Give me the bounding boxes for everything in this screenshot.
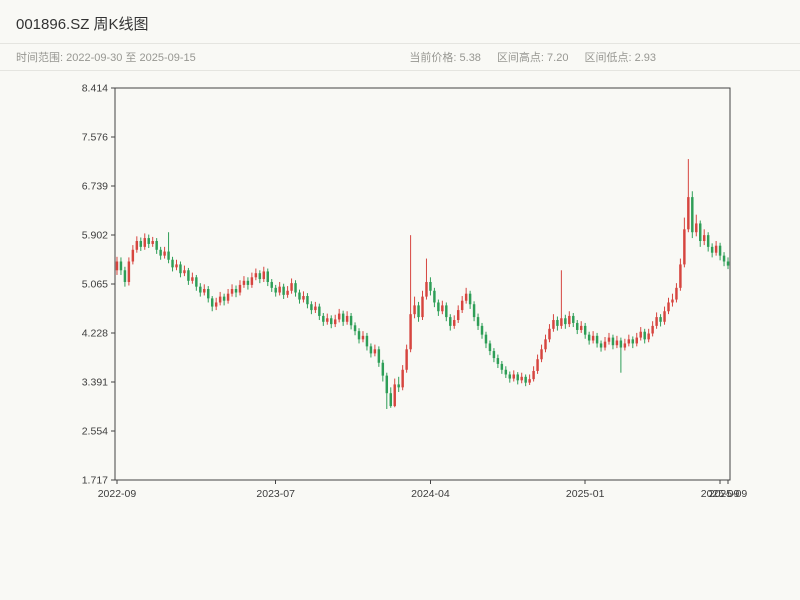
- svg-text:5.065: 5.065: [82, 279, 108, 291]
- page-title: 001896.SZ 周K线图: [0, 0, 800, 44]
- range-low-label: 区间低点: 2.93: [584, 52, 656, 64]
- header: 001896.SZ 周K线图 时间范围: 2022-09-30 至 2025-0…: [0, 0, 800, 71]
- svg-text:2025-09: 2025-09: [701, 488, 740, 500]
- chart-info-bar: 时间范围: 2022-09-30 至 2025-09-15 当前价格: 5.38…: [0, 44, 800, 71]
- svg-text:3.391: 3.391: [82, 377, 108, 389]
- svg-text:2024-04: 2024-04: [411, 488, 450, 500]
- svg-text:2022-09: 2022-09: [98, 488, 137, 500]
- svg-text:6.739: 6.739: [82, 181, 108, 193]
- range-high-label: 区间高点: 7.20: [496, 52, 569, 64]
- svg-text:2023-07: 2023-07: [256, 488, 295, 500]
- svg-text:7.576: 7.576: [82, 132, 108, 144]
- candles: [115, 159, 730, 409]
- svg-text:2025-09: 2025-09: [709, 488, 748, 500]
- stats-group: 当前价格: 5.38 区间高点: 7.20 区间低点: 2.93: [409, 49, 656, 65]
- x-axis: 2022-09 2023-07 2024-04 2025-01 2025-092025-…: [98, 480, 748, 500]
- plot-border: [114, 87, 731, 481]
- svg-text:4.228: 4.228: [82, 328, 108, 340]
- svg-text:1.717: 1.717: [82, 475, 108, 487]
- y-axis: 8.414 7.576 6.739 5.902 5.065 4.228 3.391 2.554…: [82, 83, 115, 487]
- svg-text:8.414: 8.414: [82, 83, 108, 95]
- svg-text:5.902: 5.902: [82, 230, 108, 242]
- current-price-label: 当前价格: 5.38: [409, 52, 481, 64]
- svg-text:2.554: 2.554: [82, 426, 108, 438]
- svg-text:2025-01: 2025-01: [566, 488, 605, 500]
- time-range-label: 时间范围: 2022-09-30 至 2025-09-15: [16, 52, 196, 64]
